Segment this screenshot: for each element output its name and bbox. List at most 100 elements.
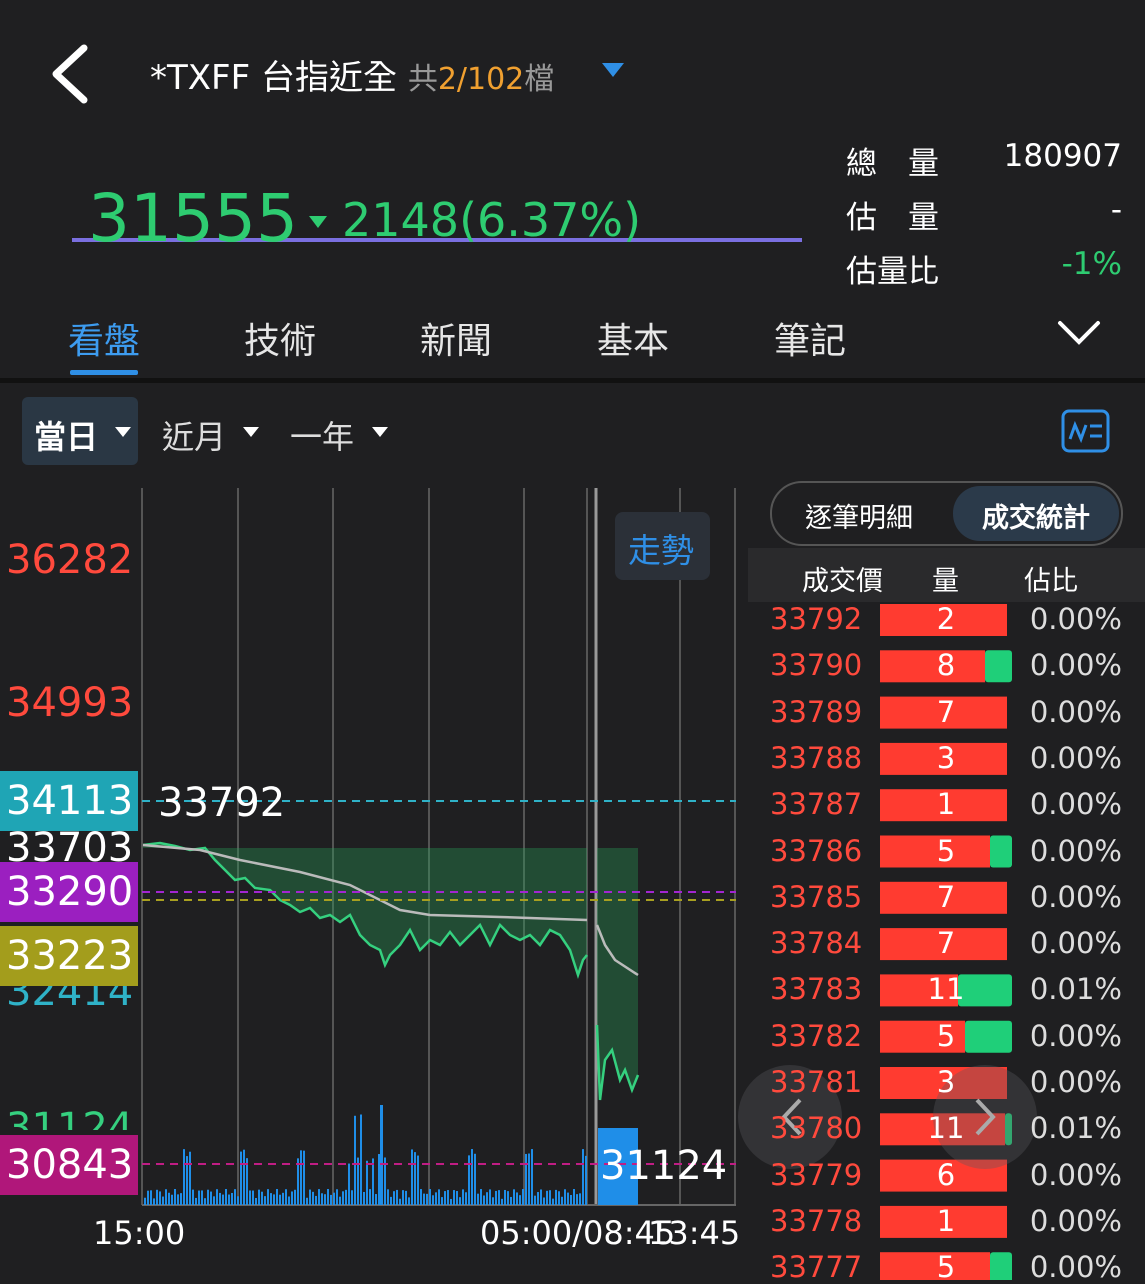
tab[interactable]: 技術: [244, 321, 317, 362]
volume-bar: [333, 1192, 335, 1205]
table-header-bg: [748, 548, 1145, 602]
period[interactable]: 當日: [34, 418, 99, 456]
volume-bar: [165, 1189, 167, 1205]
volume-bar: [369, 1189, 371, 1205]
volume-bar: [396, 1189, 398, 1205]
volume-bar: [309, 1189, 311, 1205]
volume-bar: [267, 1189, 269, 1205]
tab[interactable]: 基本: [597, 321, 670, 362]
trade-price: 33785: [770, 879, 863, 914]
volume-bar: [261, 1191, 263, 1205]
volume-bar: [162, 1196, 164, 1205]
trade-volume: 11: [927, 972, 965, 1007]
price: 31555: [88, 180, 298, 257]
nav-next-icon: [975, 1098, 996, 1136]
volume-bar: [420, 1189, 422, 1205]
toggle-selected: [953, 486, 1119, 541]
volume-bar: [480, 1189, 482, 1205]
count-prefix: 共: [407, 62, 438, 97]
trades-tab[interactable]: 逐筆明細: [805, 503, 913, 534]
back-icon[interactable]: [52, 44, 88, 104]
trade-share: 0.00%: [1029, 787, 1122, 822]
sell-bar: [880, 974, 958, 1007]
volume-bar: [303, 1150, 305, 1205]
layout-icon[interactable]: [1061, 409, 1110, 453]
tab[interactable]: 筆記: [774, 321, 847, 362]
volume-bar: [426, 1193, 428, 1205]
volume-bar: [438, 1189, 440, 1205]
volume-bar: [219, 1192, 221, 1205]
volume-bar: [297, 1158, 299, 1205]
volume-bar: [321, 1193, 323, 1205]
trade-volume: 8: [936, 648, 956, 683]
y-label: 34993: [6, 680, 134, 726]
volume-bar: [486, 1192, 488, 1205]
volume-bar: [384, 1157, 386, 1205]
period[interactable]: 近月: [162, 418, 227, 456]
trade-share: 0.00%: [1029, 740, 1122, 775]
nav-next[interactable]: [933, 1065, 1037, 1169]
caret: [372, 427, 388, 437]
trade-share: 0.00%: [1029, 1157, 1122, 1192]
volume-bar: [414, 1152, 416, 1205]
volume-bar: [183, 1149, 185, 1205]
trade-volume: 7: [936, 694, 956, 729]
trade-price: 33788: [770, 740, 863, 775]
sell-bar: [880, 789, 1007, 822]
volume-bar: [318, 1189, 320, 1205]
trades-tab[interactable]: 成交統計: [982, 503, 1090, 534]
volume-bar: [474, 1153, 476, 1205]
trade-share: 0.00%: [1029, 879, 1122, 914]
volume-bar: [210, 1191, 212, 1205]
volume-bar: [279, 1194, 281, 1205]
volume-bar: [282, 1192, 284, 1205]
volume-bar: [204, 1198, 206, 1205]
volume-bar: [330, 1194, 332, 1205]
volume-bar: [174, 1189, 176, 1205]
volume-bar: [342, 1191, 344, 1205]
price-change: 2148(6.37%): [342, 193, 642, 247]
tab[interactable]: 看盤: [68, 321, 141, 362]
trade-share: 0.00%: [1029, 1250, 1122, 1284]
volume-bar: [357, 1157, 359, 1205]
nav-prev[interactable]: [738, 1065, 842, 1169]
caret: [243, 427, 259, 437]
price-line: [595, 1024, 640, 1101]
y-label: 33290: [0, 862, 138, 922]
volume-bar: [393, 1191, 395, 1205]
trade-share: 0.00%: [1029, 602, 1122, 636]
trend-button[interactable]: 走勢: [628, 531, 694, 570]
sell-bar: [880, 881, 1007, 914]
trade-price: 33779: [770, 1157, 863, 1192]
volume-bar: [453, 1190, 455, 1205]
volume-bar: [555, 1189, 557, 1205]
volume-bar: [582, 1149, 584, 1205]
volume-bar: [180, 1193, 182, 1205]
volume-bar: [516, 1192, 518, 1205]
volume-bar: [432, 1195, 434, 1205]
tab[interactable]: 新聞: [420, 321, 493, 362]
volume-bar: [468, 1155, 470, 1205]
volume-bar: [222, 1194, 224, 1205]
stat-label: 估量比: [846, 254, 939, 290]
volume-bar: [450, 1198, 452, 1205]
volume-bar: [507, 1191, 509, 1205]
volume-bar: [372, 1158, 374, 1205]
expand-icon[interactable]: [1058, 321, 1100, 345]
volume-bar: [360, 1114, 362, 1205]
y-label: 34113: [0, 771, 138, 831]
trade-share: 0.01%: [1029, 1111, 1122, 1146]
volume-bar: [495, 1190, 497, 1205]
volume-bar: [345, 1189, 347, 1205]
trade-volume: 7: [936, 879, 956, 914]
volume-bar: [354, 1115, 356, 1205]
trend-button-bg[interactable]: [615, 512, 710, 580]
volume-bar: [501, 1198, 503, 1205]
volume-bar: [237, 1196, 239, 1205]
price-line: [142, 841, 588, 980]
dropdown-icon[interactable]: [602, 63, 624, 77]
volume-bar: [234, 1189, 236, 1205]
period[interactable]: 一年: [290, 418, 355, 456]
volume-bar: [312, 1191, 314, 1205]
